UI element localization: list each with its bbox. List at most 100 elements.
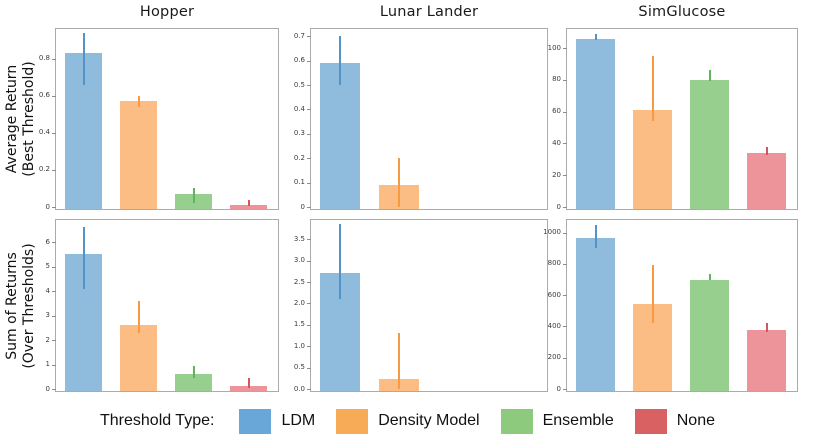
panel-lunar-lander-sum-of-returns: 0.0 0.5 1.0 1.5 2.0 2.5 3.0 3.5: [294, 212, 548, 398]
bar-ensemble: [690, 279, 729, 391]
panel-simglucose-average-return: SimGlucose 0 20 40 60 80 100: [548, 0, 798, 212]
error-bar-density-model: [651, 56, 654, 122]
y-tick-label: 600: [547, 290, 561, 299]
y-tick-mark: [307, 182, 311, 184]
plot-area-lunar-lander-sum: 0.0 0.5 1.0 1.5 2.0 2.5 3.0 3.5: [294, 219, 548, 392]
legend-swatch-ensemble: [500, 408, 533, 434]
y-tick-mark: [52, 242, 56, 244]
y-tick-label: 0.2: [38, 165, 50, 174]
y-tick-mark: [307, 85, 311, 87]
error-bar-density-model: [397, 333, 400, 389]
y-tick-mark: [52, 169, 56, 171]
error-bar-density-model: [651, 264, 654, 324]
panel-hopper-average-return: Hopper 0 0.2 0.4 0.6 0.8: [39, 0, 279, 212]
y-tick-label: 0.1: [293, 178, 305, 187]
panel-hopper-sum-of-returns: 0 1 2 3 4 5 6: [46, 212, 279, 398]
plot-area-hopper-sum: 0 1 2 3 4 5 6: [46, 219, 279, 392]
y-tick-label: 3.0: [293, 256, 305, 265]
y-tick-mark: [563, 111, 567, 113]
y-tick-mark: [307, 207, 311, 208]
row-label-sum-of-returns-text: Sum of Returns (Over Thresholds): [4, 242, 37, 369]
bar-density-model: [633, 110, 672, 209]
y-tick-label: 0: [45, 384, 50, 393]
error-bar-ldm: [339, 224, 342, 300]
y-tick-mark: [563, 326, 567, 328]
y-tick-mark: [563, 79, 567, 81]
y-tick-mark: [52, 389, 56, 390]
error-bar-ensemble: [708, 70, 711, 82]
panel-lunar-lander-average-return: Lunar Lander 0 0.1 0.2 0.3 0.4 0.5 0.6 0.7: [294, 0, 548, 212]
y-tick-label: 2: [45, 335, 50, 344]
y-tick-mark: [52, 132, 56, 134]
y-tick-label: 0.5: [293, 363, 305, 372]
y-tick-label: 0.0: [293, 384, 305, 393]
plot-area-hopper-average: 0 0.2 0.4 0.6 0.8: [39, 28, 279, 210]
y-tick-label: 1000: [543, 228, 561, 237]
error-bar-ldm: [594, 33, 597, 41]
y-tick-label: 80: [552, 75, 561, 84]
error-bar-ensemble: [192, 188, 195, 204]
plot-area-simglucose-sum: 0 200 400 600 800 1000: [543, 219, 798, 392]
legend-swatch-ldm: [239, 408, 272, 434]
error-bar-ldm: [594, 224, 597, 249]
row-label-average-return: Average Return (Best Threshold): [0, 28, 42, 210]
error-bar-none: [765, 146, 768, 155]
y-tick-label: 4: [45, 286, 50, 295]
error-bar-none: [247, 377, 250, 388]
legend-item-ensemble-label: Ensemble: [542, 412, 614, 429]
y-tick-label: 0.8: [38, 54, 50, 63]
y-tick-label: 6: [45, 237, 50, 246]
legend-item-density-model-label: Density Model: [378, 412, 480, 429]
legend-item-ldm-label: LDM: [281, 412, 316, 429]
legend-item-ensemble: Ensemble: [500, 408, 614, 434]
y-tick-mark: [307, 60, 311, 62]
y-tick-label: 100: [547, 43, 561, 52]
column-title-hopper: Hopper: [139, 4, 195, 20]
plot-area-simglucose-average: 0 20 40 60 80 100: [548, 28, 798, 210]
y-tick-label: 0.7: [293, 31, 305, 40]
y-tick-label: 40: [552, 138, 561, 147]
y-tick-mark: [52, 266, 56, 268]
y-tick-label: 800: [547, 259, 561, 268]
y-tick-mark: [52, 340, 56, 341]
y-tick-label: 400: [547, 321, 561, 330]
legend-item-none: None: [634, 408, 715, 434]
y-tick-mark: [307, 324, 311, 326]
y-tick-label: 0.4: [293, 104, 305, 113]
y-tick-label: 5: [45, 262, 50, 271]
legend-title: Threshold Type:: [100, 412, 215, 429]
y-tick-mark: [307, 109, 311, 111]
error-bar-none: [765, 323, 768, 332]
legend-item-ldm: LDM: [239, 408, 316, 434]
error-bar-ldm: [82, 32, 85, 85]
y-tick-mark: [563, 143, 567, 145]
error-bar-density-model: [137, 300, 140, 333]
y-tick-label: 1: [45, 360, 50, 368]
y-tick-mark: [52, 364, 56, 366]
y-tick-mark: [563, 175, 567, 177]
y-tick-label: 0.5: [293, 80, 305, 89]
error-bar-ensemble: [708, 273, 711, 281]
y-tick-mark: [307, 239, 311, 241]
y-tick-mark: [563, 295, 567, 297]
y-tick-mark: [563, 357, 567, 359]
y-tick-mark: [307, 303, 311, 305]
y-tick-label: 60: [552, 107, 561, 116]
y-tick-mark: [563, 48, 567, 50]
y-tick-label: 0.3: [293, 129, 305, 138]
y-tick-label: 0.4: [38, 128, 50, 137]
bar-none: [229, 205, 268, 209]
y-tick-mark: [307, 133, 311, 135]
error-bar-ensemble: [192, 365, 195, 378]
panel-simglucose-sum-of-returns: 0 200 400 600 800 1000: [543, 212, 798, 398]
row-label-sum-of-returns: Sum of Returns (Over Thresholds): [0, 219, 42, 392]
y-tick-label: 2.0: [293, 298, 305, 307]
y-tick-label: 0: [45, 202, 50, 211]
y-tick-mark: [52, 58, 56, 60]
y-tick-label: 0: [556, 384, 561, 393]
bar-ldm: [320, 62, 361, 209]
y-tick-mark: [52, 207, 56, 208]
y-tick-label: 0.6: [293, 56, 305, 65]
error-bar-ldm: [339, 36, 342, 86]
